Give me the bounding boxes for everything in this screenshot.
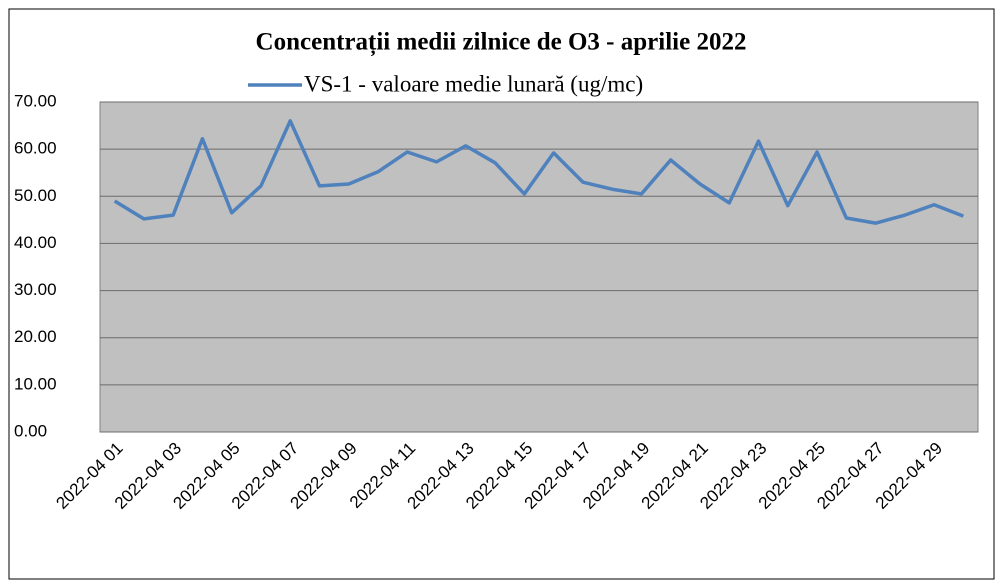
y-tick-label: 50.00 bbox=[14, 186, 57, 205]
legend-label: VS-1 - valoare medie lunară (ug/mc) bbox=[304, 71, 643, 96]
y-tick-label: 30.00 bbox=[14, 280, 57, 299]
plot-area bbox=[99, 101, 979, 433]
line-series bbox=[113, 119, 964, 225]
chart-title: Concentrații medii zilnice de O3 - april… bbox=[256, 29, 747, 57]
y-tick-label: 0.00 bbox=[14, 421, 47, 440]
y-tick-label: 70.00 bbox=[14, 91, 57, 110]
y-tick-label: 10.00 bbox=[14, 374, 57, 393]
y-tick-label: 20.00 bbox=[14, 327, 57, 346]
y-tick-label: 60.00 bbox=[14, 139, 57, 158]
y-tick-label: 40.00 bbox=[14, 233, 57, 252]
